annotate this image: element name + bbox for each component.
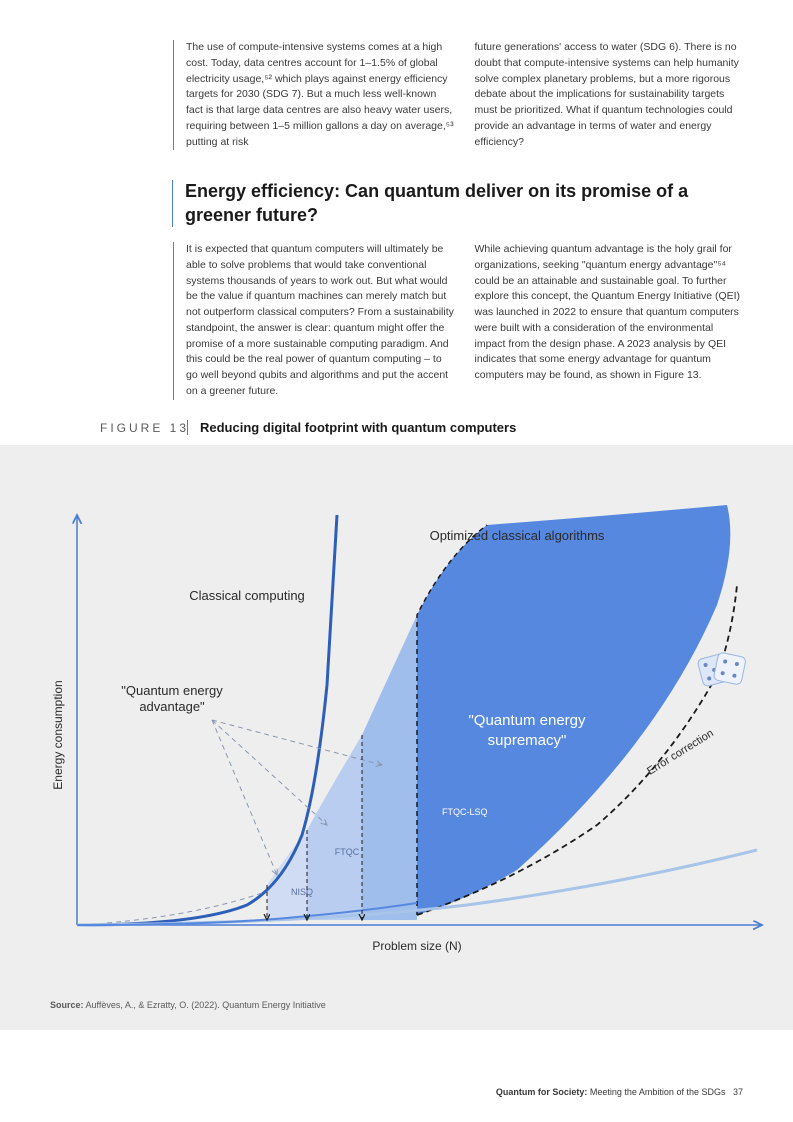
label-advantage-1: "Quantum energy xyxy=(121,683,223,698)
label-advantage-2: advantage" xyxy=(139,699,205,714)
label-supremacy-1: "Quantum energy xyxy=(468,712,586,729)
body-columns: It is expected that quantum computers wi… xyxy=(173,242,743,400)
body-left: It is expected that quantum computers wi… xyxy=(186,242,455,400)
footer-rest: Meeting the Ambition of the SDGs xyxy=(587,1087,725,1097)
label-optimized: Optimized classical algorithms xyxy=(429,528,604,543)
body-right: While achieving quantum advantage is the… xyxy=(475,242,744,400)
energy-chart: Energy consumption Problem size (N) Clas… xyxy=(17,485,777,985)
footer-bold: Quantum for Society: xyxy=(496,1087,588,1097)
source-prefix: Source: xyxy=(50,1000,84,1010)
dice-icon xyxy=(697,652,746,687)
intro-left: The use of compute-intensive systems com… xyxy=(186,40,455,150)
advantage-pointer-1 xyxy=(212,720,277,875)
xaxis-label: Problem size (N) xyxy=(372,939,461,953)
page-footer: Quantum for Society: Meeting the Ambitio… xyxy=(496,1087,743,1097)
intro-columns: The use of compute-intensive systems com… xyxy=(173,40,743,150)
intro-right: future generations' access to water (SDG… xyxy=(475,40,744,150)
label-nisq: NISQ xyxy=(290,887,312,897)
label-classical: Classical computing xyxy=(189,588,305,603)
chart-container: Energy consumption Problem size (N) Clas… xyxy=(0,445,793,1030)
footer-page: 37 xyxy=(733,1087,743,1097)
source-line: Source: Auffèves, A., & Ezratty, O. (202… xyxy=(0,985,793,1010)
figure-header: FIGURE 13 Reducing digital footprint wit… xyxy=(0,420,793,435)
yaxis-label: Energy consumption xyxy=(51,680,65,789)
figure-title: Reducing digital footprint with quantum … xyxy=(187,420,516,435)
source-text: Auffèves, A., & Ezratty, O. (2022). Quan… xyxy=(84,1000,326,1010)
ftqc-region xyxy=(307,735,362,920)
nisq-region xyxy=(267,830,307,920)
figure-label: FIGURE 13 xyxy=(100,421,200,435)
label-ftqc: FTQC xyxy=(334,847,359,857)
label-ftqc-lsq: FTQC-LSQ xyxy=(442,807,488,817)
ftqc-lsq-region xyxy=(362,615,417,920)
section-heading: Energy efficiency: Can quantum deliver o… xyxy=(172,180,743,227)
label-error-correction: Error correction xyxy=(645,727,716,777)
supremacy-region xyxy=(417,505,730,915)
label-supremacy-2: supremacy" xyxy=(487,732,566,749)
